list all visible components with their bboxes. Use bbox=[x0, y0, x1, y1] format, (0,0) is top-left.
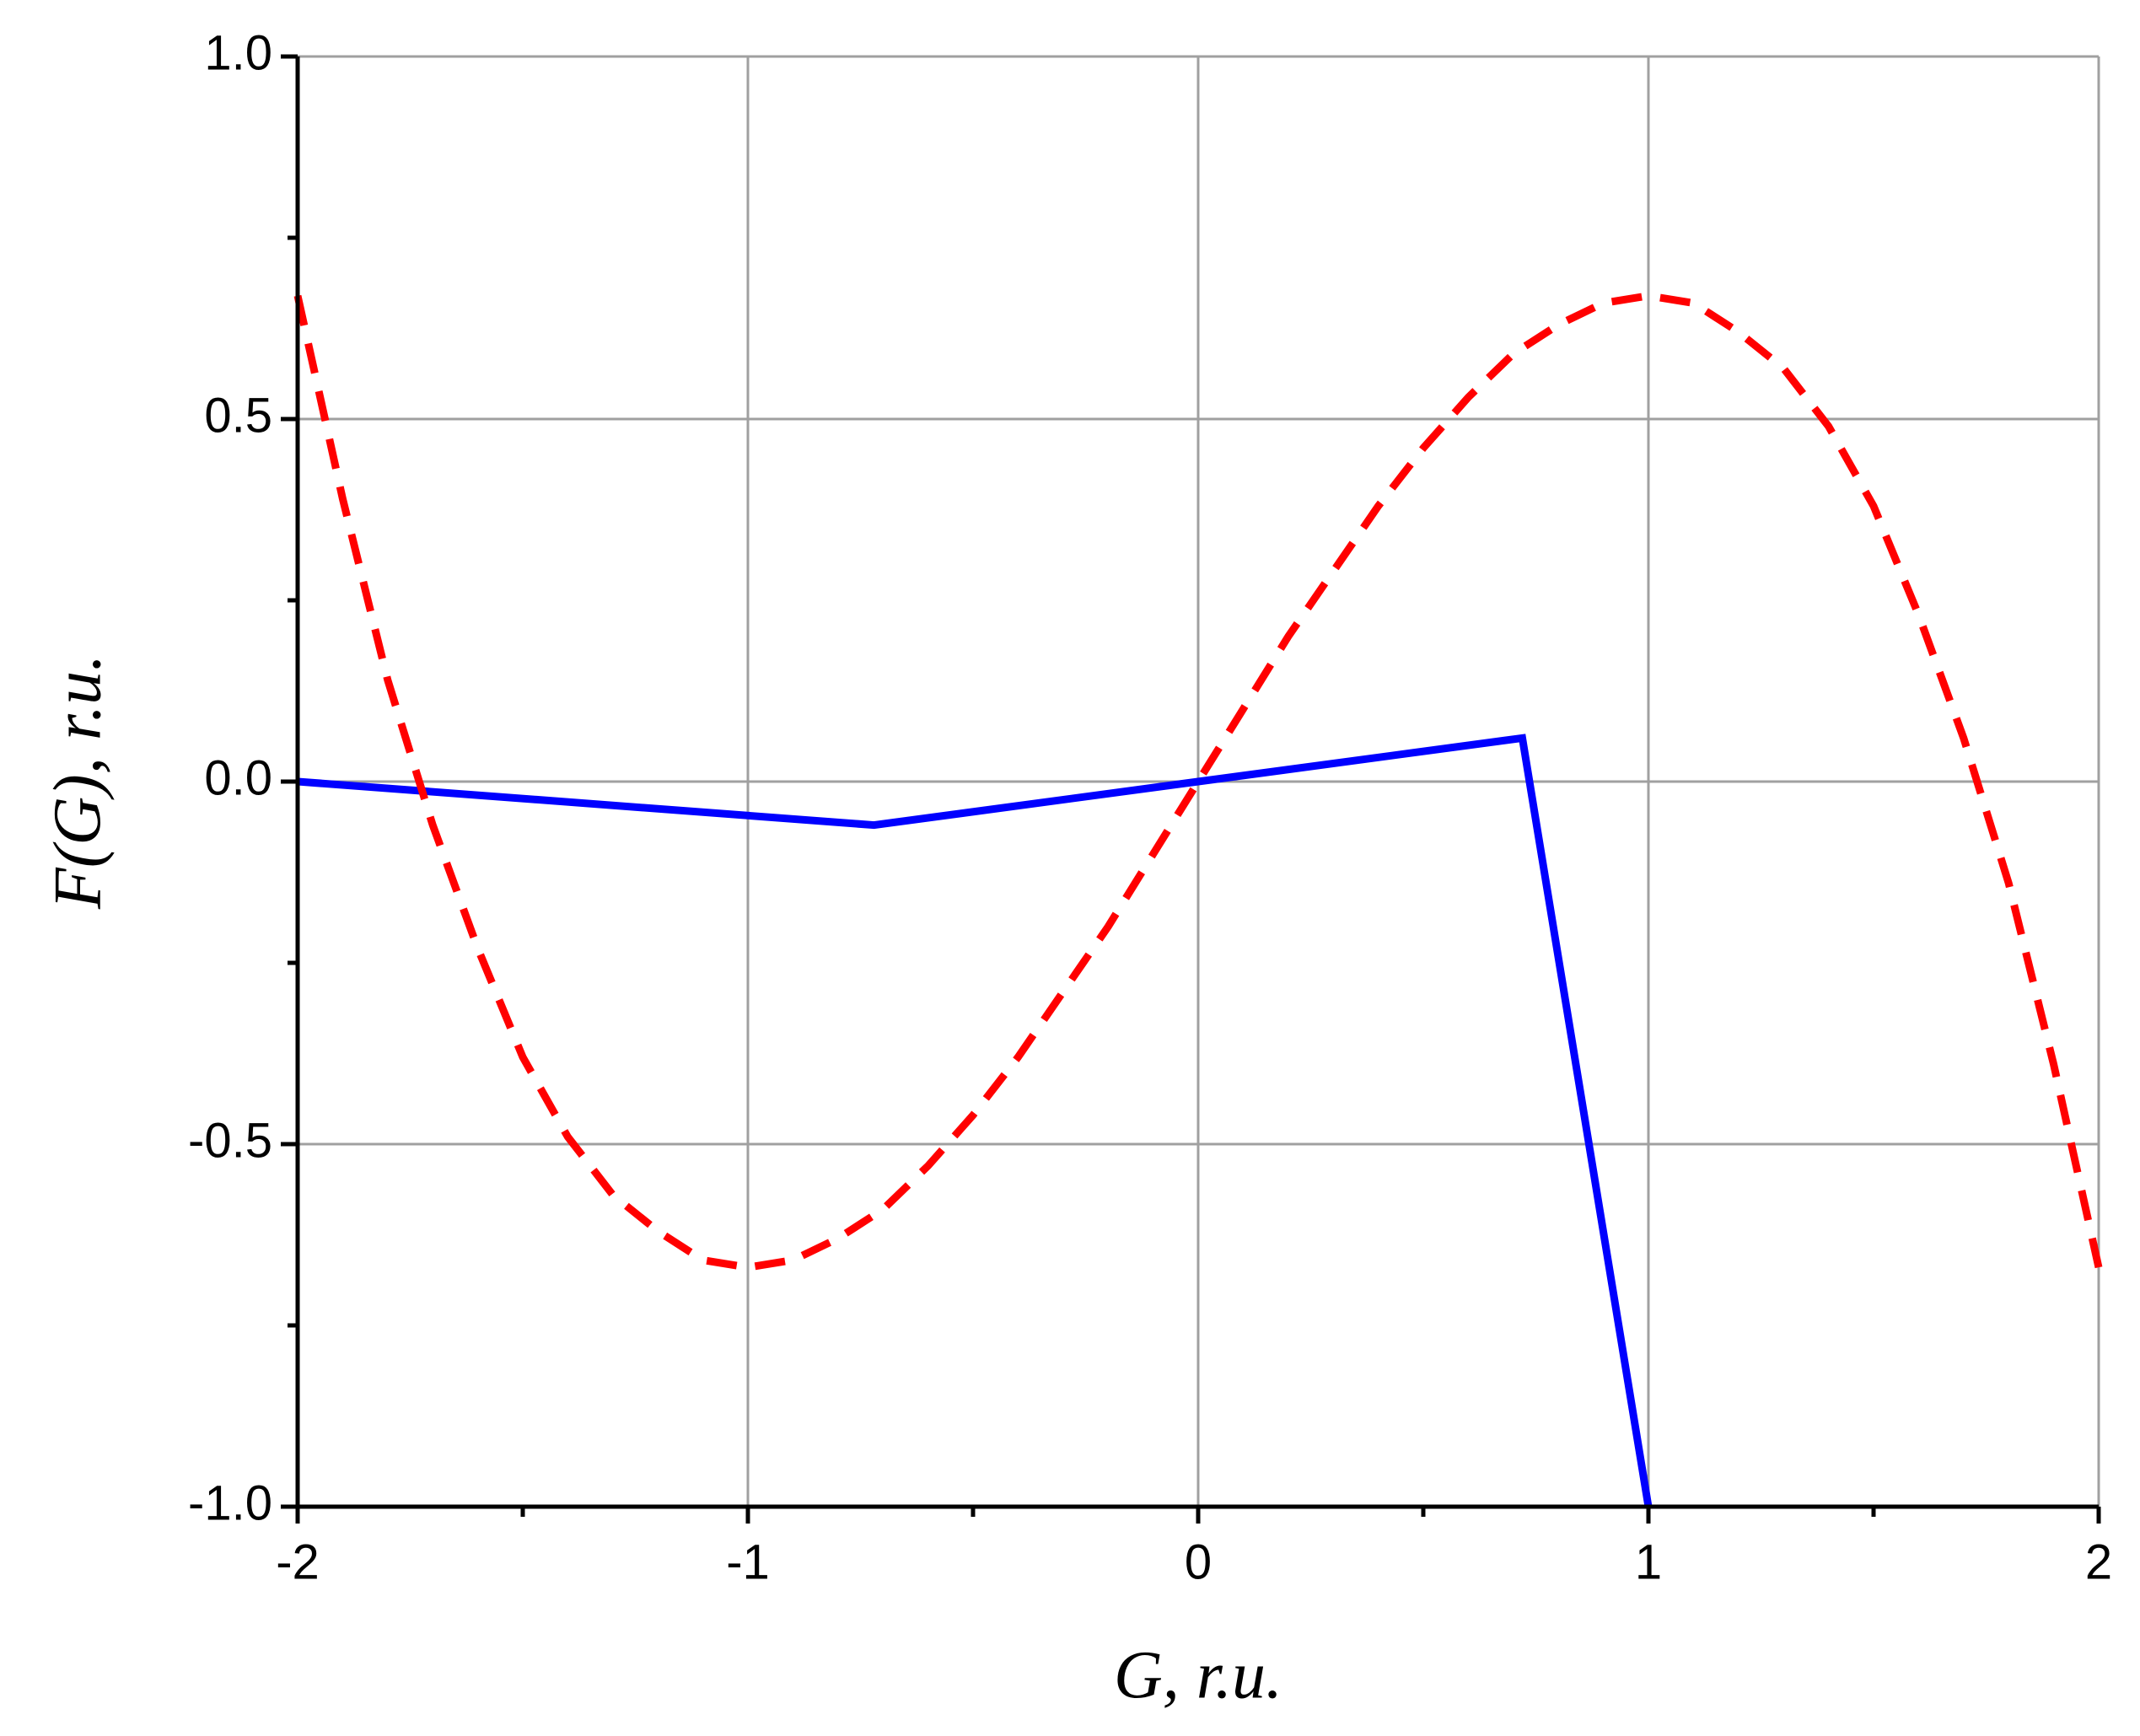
y-axis-title: F(G), r.u. bbox=[40, 654, 115, 910]
x-axis-title: G, r.u. bbox=[1114, 1638, 1282, 1712]
x-tick-label: 0 bbox=[1185, 1534, 1212, 1589]
line-series bbox=[297, 734, 1653, 1508]
x-tick-label: -2 bbox=[276, 1534, 320, 1589]
y-tick-label: 1.0 bbox=[204, 25, 272, 80]
y-tick-label: -0.5 bbox=[188, 1113, 272, 1168]
x-tick-label: 2 bbox=[2085, 1534, 2112, 1589]
y-tick-label: 0.5 bbox=[204, 388, 272, 443]
y-tick-label: -1.0 bbox=[188, 1475, 272, 1530]
x-tick-label: -1 bbox=[726, 1534, 770, 1589]
line-series bbox=[293, 292, 2103, 1271]
y-tick-label: 0.0 bbox=[204, 750, 272, 805]
x-tick-label: 1 bbox=[1635, 1534, 1662, 1589]
